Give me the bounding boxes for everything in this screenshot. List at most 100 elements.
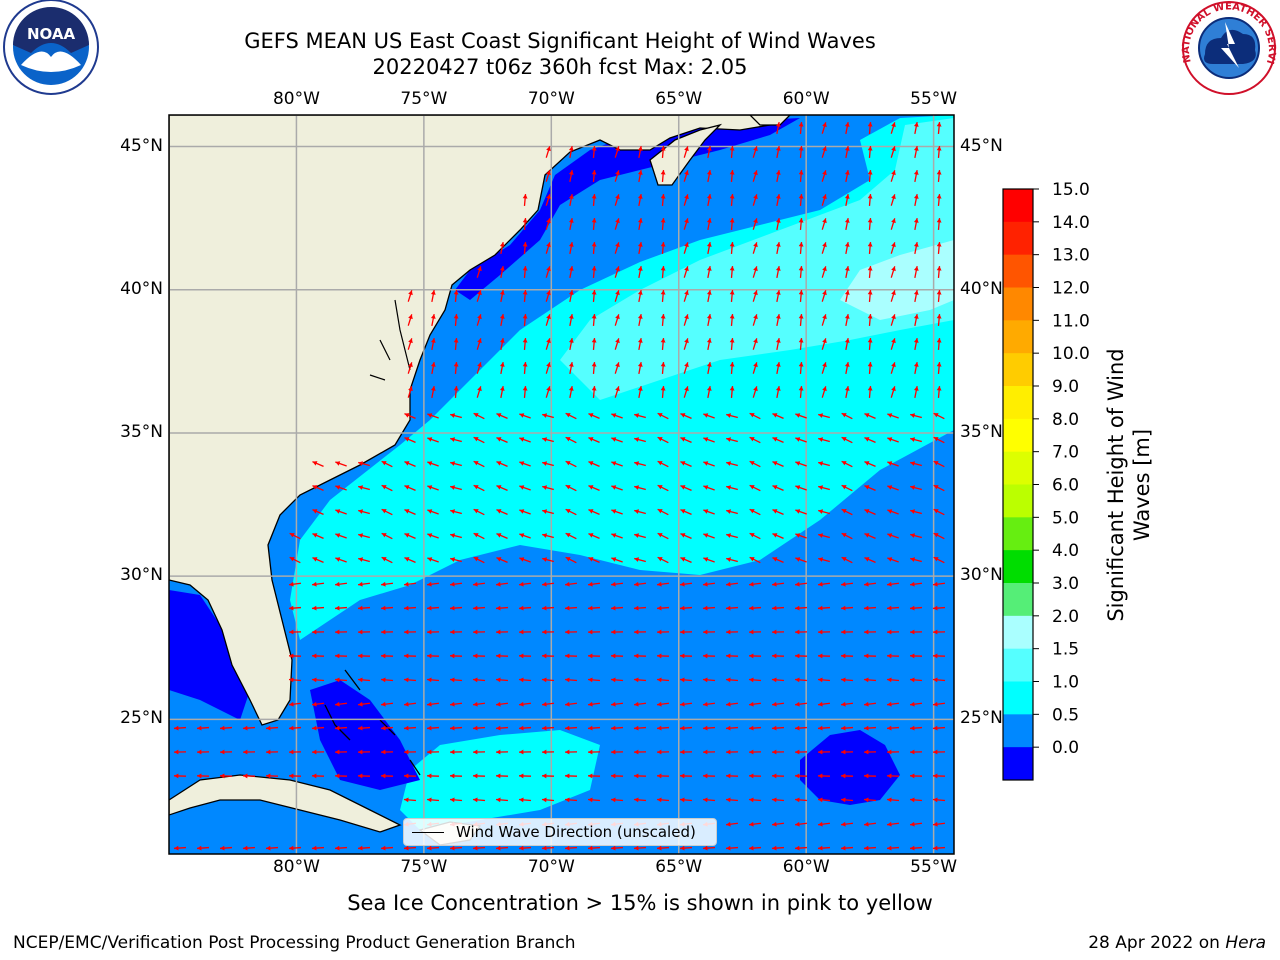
wave-arrow-head — [660, 290, 666, 295]
wave-arrow-head — [611, 605, 616, 611]
wave-arrow-head — [887, 749, 892, 755]
wave-arrow-head — [703, 437, 709, 442]
wave-arrow-head — [680, 557, 686, 562]
wave-arrow-head — [289, 773, 294, 779]
wave-arrow-head — [680, 629, 685, 635]
wave-arrow-head — [615, 218, 620, 224]
wave-arrow-head — [565, 509, 571, 514]
wave-arrow-head — [312, 677, 317, 683]
wave-arrow-head — [542, 581, 547, 587]
wave-arrow-head — [910, 677, 915, 683]
wave-arrow-head — [822, 362, 827, 368]
wave-arrow-head — [408, 314, 413, 320]
wave-arrow-head — [591, 338, 597, 343]
colorbar-tick-label: 9.0 — [1052, 377, 1079, 397]
wave-arrow-head — [684, 314, 689, 320]
wave-arrow-head — [637, 386, 643, 391]
wave-arrow-head — [519, 749, 524, 755]
wave-arrow-head — [657, 653, 662, 659]
wave-arrow-head — [289, 701, 294, 707]
wave-arrow-head — [427, 509, 433, 514]
wave-arrow-head — [936, 170, 942, 175]
wave-arrow-head — [684, 386, 689, 392]
wave-arrow-head — [749, 845, 754, 851]
wave-arrow-head — [891, 314, 896, 320]
noaa-logo: NOAA — [3, 0, 99, 95]
wave-arrow-head — [430, 314, 436, 319]
wave-arrow-head — [910, 557, 916, 562]
wave-arrow-head — [729, 338, 735, 343]
colorbar-tick-label: 15.0 — [1052, 180, 1090, 200]
wave-arrow-head — [657, 581, 662, 587]
wave-arrow-head — [891, 170, 896, 176]
wave-arrow-head — [312, 845, 317, 851]
wave-arrow-head — [450, 461, 456, 466]
wave-arrow-head — [772, 725, 777, 731]
wave-arrow-head — [706, 170, 712, 175]
wave-arrow-head — [933, 725, 938, 731]
wave-arrow-head — [772, 605, 777, 611]
wave-arrow-head — [891, 146, 896, 152]
wave-arrow-head — [749, 629, 754, 635]
wave-arrow-head — [933, 605, 938, 611]
wave-arrow-head — [266, 725, 271, 731]
wave-arrow-head — [615, 266, 620, 272]
wave-arrow-head — [841, 773, 846, 779]
wave-arrow-head — [335, 749, 340, 755]
wave-arrow-head — [749, 725, 754, 731]
wave-arrow-head — [542, 557, 548, 562]
wave-arrow-head — [887, 485, 893, 490]
wave-arrow-head — [680, 797, 685, 803]
wave-arrow-head — [841, 845, 846, 851]
wave-arrow-head — [844, 146, 850, 151]
wave-arrow-head — [795, 605, 800, 611]
wave-arrow-head — [841, 629, 846, 635]
wave-arrow-head — [910, 413, 916, 418]
wave-arrow-head — [933, 509, 939, 514]
wave-arrow-head — [565, 629, 570, 635]
colorbar-segment — [1003, 583, 1033, 617]
wave-arrow-head — [611, 581, 616, 587]
colorbar-tick-label: 2.0 — [1052, 607, 1079, 627]
wave-arrow-head — [634, 677, 639, 683]
wave-arrow-head — [335, 461, 341, 466]
wave-arrow-head — [936, 242, 942, 247]
wave-arrow-head — [542, 797, 547, 803]
wave-arrow-head — [844, 338, 850, 343]
map-legend: Wind Wave Direction (unscaled) — [403, 818, 717, 846]
wave-arrow-head — [522, 314, 528, 319]
wave-arrow-head — [933, 773, 938, 779]
wave-arrow-head — [358, 509, 364, 514]
wave-arrow-head — [775, 266, 781, 271]
wave-arrow-head — [867, 194, 873, 199]
wave-arrow-head — [703, 533, 709, 538]
wave-arrow-head — [473, 485, 479, 490]
colorbar-segment — [1003, 615, 1033, 650]
wave-arrow-head — [729, 362, 735, 367]
wave-arrow-head — [913, 242, 919, 247]
wave-arrow-head — [568, 338, 574, 343]
map-plot-area — [169, 115, 954, 854]
wave-arrow-head — [887, 605, 892, 611]
wave-arrow-head — [753, 242, 758, 248]
wave-arrow-head — [335, 629, 340, 635]
wave-arrow-head — [822, 266, 827, 272]
lon-tick-bottom: 65°W — [655, 857, 703, 877]
wave-arrow-head — [499, 242, 505, 247]
wave-arrow-head — [818, 845, 823, 851]
wave-arrow-head — [499, 266, 505, 271]
wave-arrow-head — [749, 509, 755, 514]
wave-arrow-head — [473, 605, 478, 611]
wave-arrow-head — [542, 509, 548, 514]
nws-logo: NATIONAL WEATHER SERVICE — [1181, 1, 1277, 95]
wave-arrow-head — [703, 485, 709, 490]
wave-arrow-head — [867, 218, 873, 223]
wave-arrow-head — [818, 605, 823, 611]
wave-arrow-head — [749, 749, 754, 755]
wave-arrow-head — [450, 413, 456, 418]
wave-arrow-head — [427, 749, 432, 755]
wave-arrow-head — [753, 362, 758, 368]
wave-arrow-head — [680, 725, 685, 731]
legend-label: Wind Wave Direction (unscaled) — [456, 823, 696, 841]
wave-arrow-head — [795, 773, 800, 779]
